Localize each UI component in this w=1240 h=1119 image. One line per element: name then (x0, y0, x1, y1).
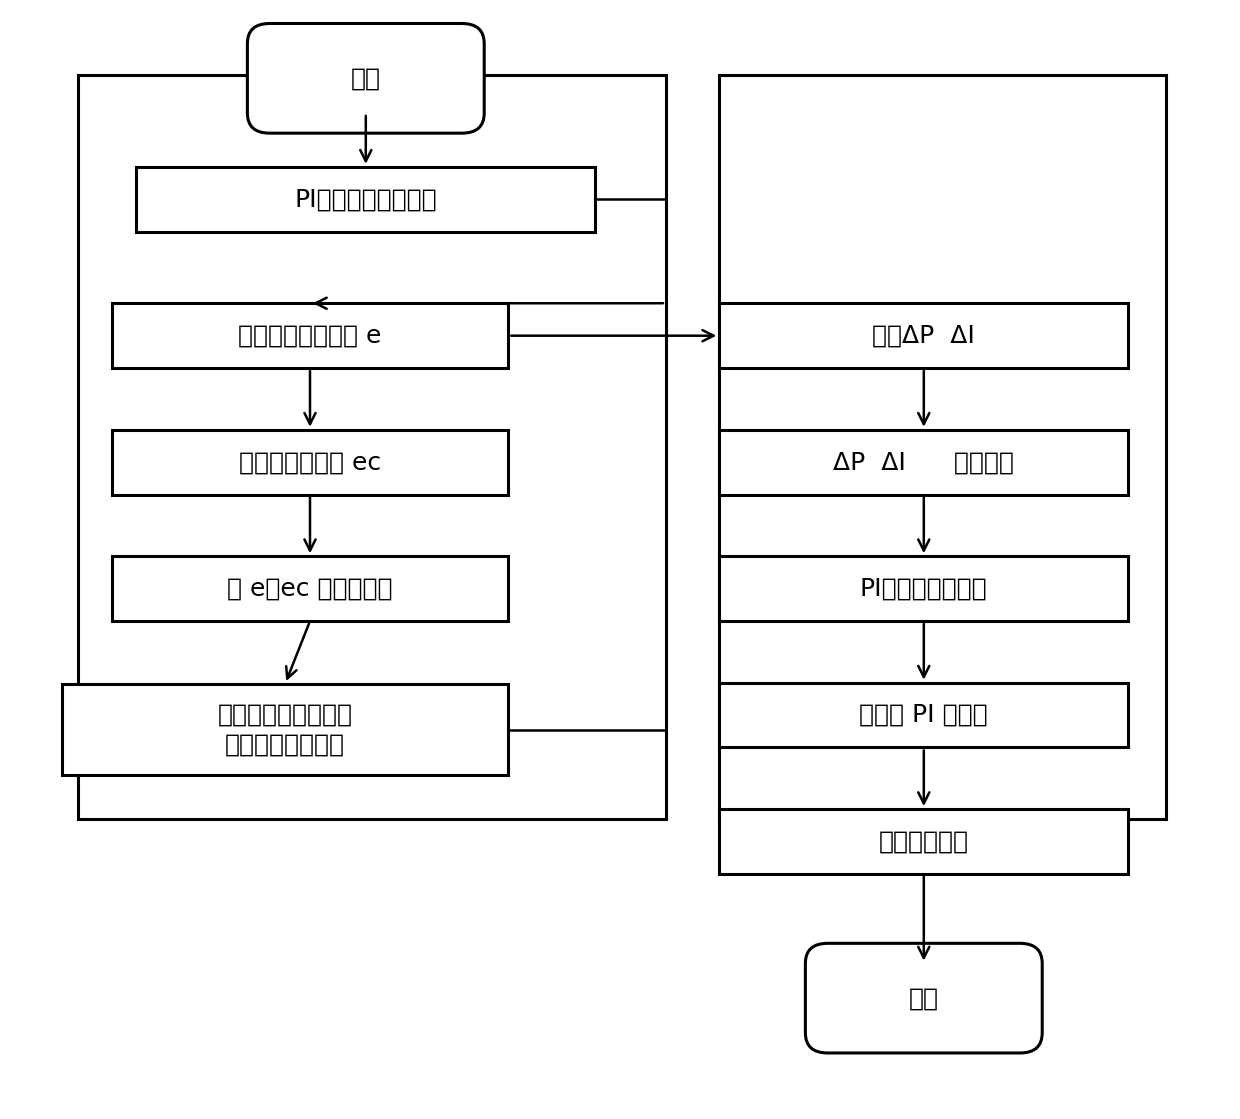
Text: 开始: 开始 (351, 66, 381, 91)
FancyBboxPatch shape (112, 556, 508, 621)
FancyBboxPatch shape (136, 167, 595, 232)
FancyBboxPatch shape (719, 683, 1128, 747)
Text: 结束: 结束 (909, 986, 939, 1010)
Text: 输出控制信号: 输出控制信号 (879, 829, 968, 854)
Text: 采集上一时刻偏差 e: 采集上一时刻偏差 e (238, 323, 382, 348)
FancyBboxPatch shape (806, 943, 1042, 1053)
Text: PI控制器参数整定: PI控制器参数整定 (861, 576, 987, 601)
FancyBboxPatch shape (112, 430, 508, 495)
FancyBboxPatch shape (112, 303, 508, 368)
FancyBboxPatch shape (719, 430, 1128, 495)
FancyBboxPatch shape (62, 684, 508, 775)
Text: PI控制器参数初始化: PI控制器参数初始化 (294, 187, 438, 211)
FancyBboxPatch shape (719, 303, 1128, 368)
FancyBboxPatch shape (719, 809, 1128, 874)
Text: 将 e、ec 归一化处理: 将 e、ec 归一化处理 (227, 576, 393, 601)
Text: 新参数 PI 控制器: 新参数 PI 控制器 (859, 703, 988, 727)
Text: 输出ΔP  ΔI: 输出ΔP ΔI (873, 323, 975, 348)
Text: 将归一化后数据输入
二维云模型控制器: 将归一化后数据输入 二维云模型控制器 (218, 703, 352, 756)
FancyBboxPatch shape (247, 23, 484, 133)
Text: 计算偏差变化率 ec: 计算偏差变化率 ec (239, 450, 381, 474)
FancyBboxPatch shape (719, 556, 1128, 621)
Text: ΔP  ΔI      反归一化: ΔP ΔI 反归一化 (833, 450, 1014, 474)
